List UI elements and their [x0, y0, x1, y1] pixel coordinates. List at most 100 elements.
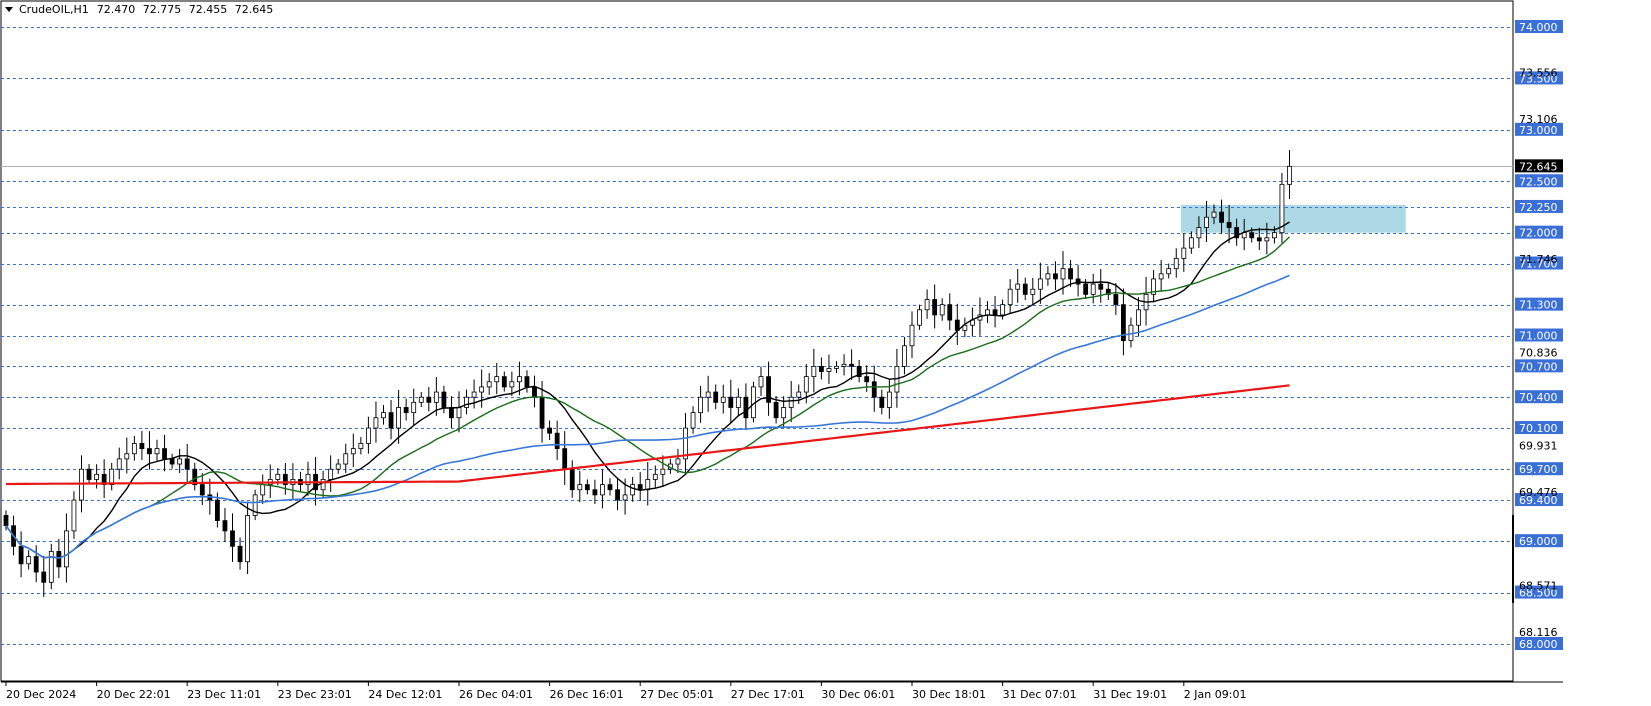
candle-down [1105, 288, 1111, 295]
candle-down [199, 484, 205, 496]
candle-up [260, 484, 266, 496]
candle-up [1037, 278, 1043, 290]
price-scale[interactable]: 74.000 73.500 73.000 72.500 72.250 72.000 71.7… [1512, 20, 1563, 651]
level-label-box [1515, 199, 1563, 213]
candle-up [48, 551, 54, 583]
candle-down [237, 545, 243, 563]
candle-up [826, 368, 832, 372]
candle-down [569, 468, 575, 491]
candle-up [652, 473, 658, 480]
candle-up [1181, 247, 1187, 259]
level-label-box [1515, 359, 1563, 373]
level-label-box [1515, 20, 1563, 33]
price-zone-rectangle[interactable] [1180, 204, 1406, 233]
candle-up [803, 376, 809, 393]
candle-down [86, 468, 92, 480]
candle-down [864, 376, 870, 383]
ma-20-line [5, 236, 1290, 559]
candle-up [433, 391, 439, 403]
level-label: 70.700 [1519, 360, 1558, 373]
level-label-box [1515, 122, 1563, 136]
candle-down [992, 309, 998, 316]
price-tick-label: 70.836 [1519, 346, 1558, 359]
level-label-box [1515, 328, 1563, 342]
candle-up [902, 345, 907, 367]
candle-up [630, 484, 636, 496]
time-tick-label: 23 Dec 11:01 [187, 688, 261, 701]
candle-up [1015, 283, 1021, 290]
price-tick-label: 68.116 [1519, 626, 1558, 639]
candle-up [1188, 237, 1194, 249]
candle-down [819, 365, 824, 372]
candle-up [328, 468, 334, 480]
candle-down [879, 396, 885, 408]
price-tick-label: 69.476 [1519, 486, 1558, 499]
candle-up [177, 458, 183, 465]
candle-up [320, 479, 326, 491]
time-tick-label: 27 Dec 05:01 [640, 688, 714, 701]
candle-up [456, 407, 462, 419]
candle-down [932, 299, 938, 316]
candle-up [517, 376, 522, 383]
candle-up [486, 381, 492, 388]
candle-up [962, 324, 968, 331]
time-tick-label: 26 Dec 16:01 [550, 688, 624, 701]
candle-up [924, 299, 930, 311]
candle-up [690, 412, 696, 429]
candle-up [1204, 216, 1209, 228]
level-label: 71.300 [1519, 299, 1558, 312]
time-tick-label: 24 Dec 12:01 [368, 688, 442, 701]
candle-down [1121, 304, 1126, 342]
candle-up [94, 473, 99, 480]
candle-down [169, 458, 175, 465]
level-label: 72.250 [1519, 201, 1558, 214]
candle-up [841, 363, 847, 367]
price-tick-label: 69.931 [1519, 439, 1558, 452]
price-tick-label: 71.746 [1519, 253, 1558, 266]
level-label: 69.700 [1519, 463, 1558, 476]
candle-up [358, 443, 364, 450]
candle-up [735, 396, 741, 408]
candle-down [101, 473, 107, 486]
candle-up [683, 427, 688, 460]
candle-down [547, 427, 552, 434]
candle-up [1279, 183, 1285, 234]
candle-up [275, 473, 281, 480]
candle-down [282, 473, 288, 486]
candle-up [252, 494, 258, 516]
candle-down [713, 391, 719, 403]
candle-down [222, 520, 228, 532]
chevron-down-icon[interactable] [5, 7, 13, 12]
candle-up [109, 468, 115, 486]
candle-up [675, 458, 681, 465]
candle-down [562, 448, 568, 470]
candle-down [3, 515, 9, 527]
ma-10-line [5, 221, 1290, 559]
time-tick-label: 20 Dec 2024 [6, 688, 76, 701]
time-tick-label: 20 Dec 22:01 [97, 688, 171, 701]
time-tick-label: 27 Dec 17:01 [731, 688, 805, 701]
price-tick-label: 68.571 [1519, 579, 1558, 592]
level-label: 72.000 [1519, 227, 1558, 240]
candle-up [705, 391, 711, 398]
close-value: 72.645 [234, 3, 274, 16]
candle-down [743, 396, 749, 419]
candle-up [509, 381, 515, 388]
candle-up [781, 407, 787, 419]
level-label-box [1515, 534, 1563, 548]
level-label: 70.100 [1519, 422, 1558, 435]
level-label: 74.000 [1519, 21, 1558, 34]
candle-up [350, 448, 356, 455]
level-label-box [1515, 256, 1563, 270]
candle-up [600, 484, 605, 496]
candle-up [1272, 232, 1277, 239]
time-tick-label: 30 Dec 18:01 [912, 688, 986, 701]
candle-up [1007, 288, 1013, 306]
candle-up [698, 396, 703, 414]
candle-down [947, 304, 953, 321]
time-tick-label: 26 Dec 04:01 [459, 688, 533, 701]
candle-up [1196, 227, 1202, 239]
price-tick-label: 73.106 [1519, 113, 1558, 126]
candle-up [1045, 273, 1051, 280]
